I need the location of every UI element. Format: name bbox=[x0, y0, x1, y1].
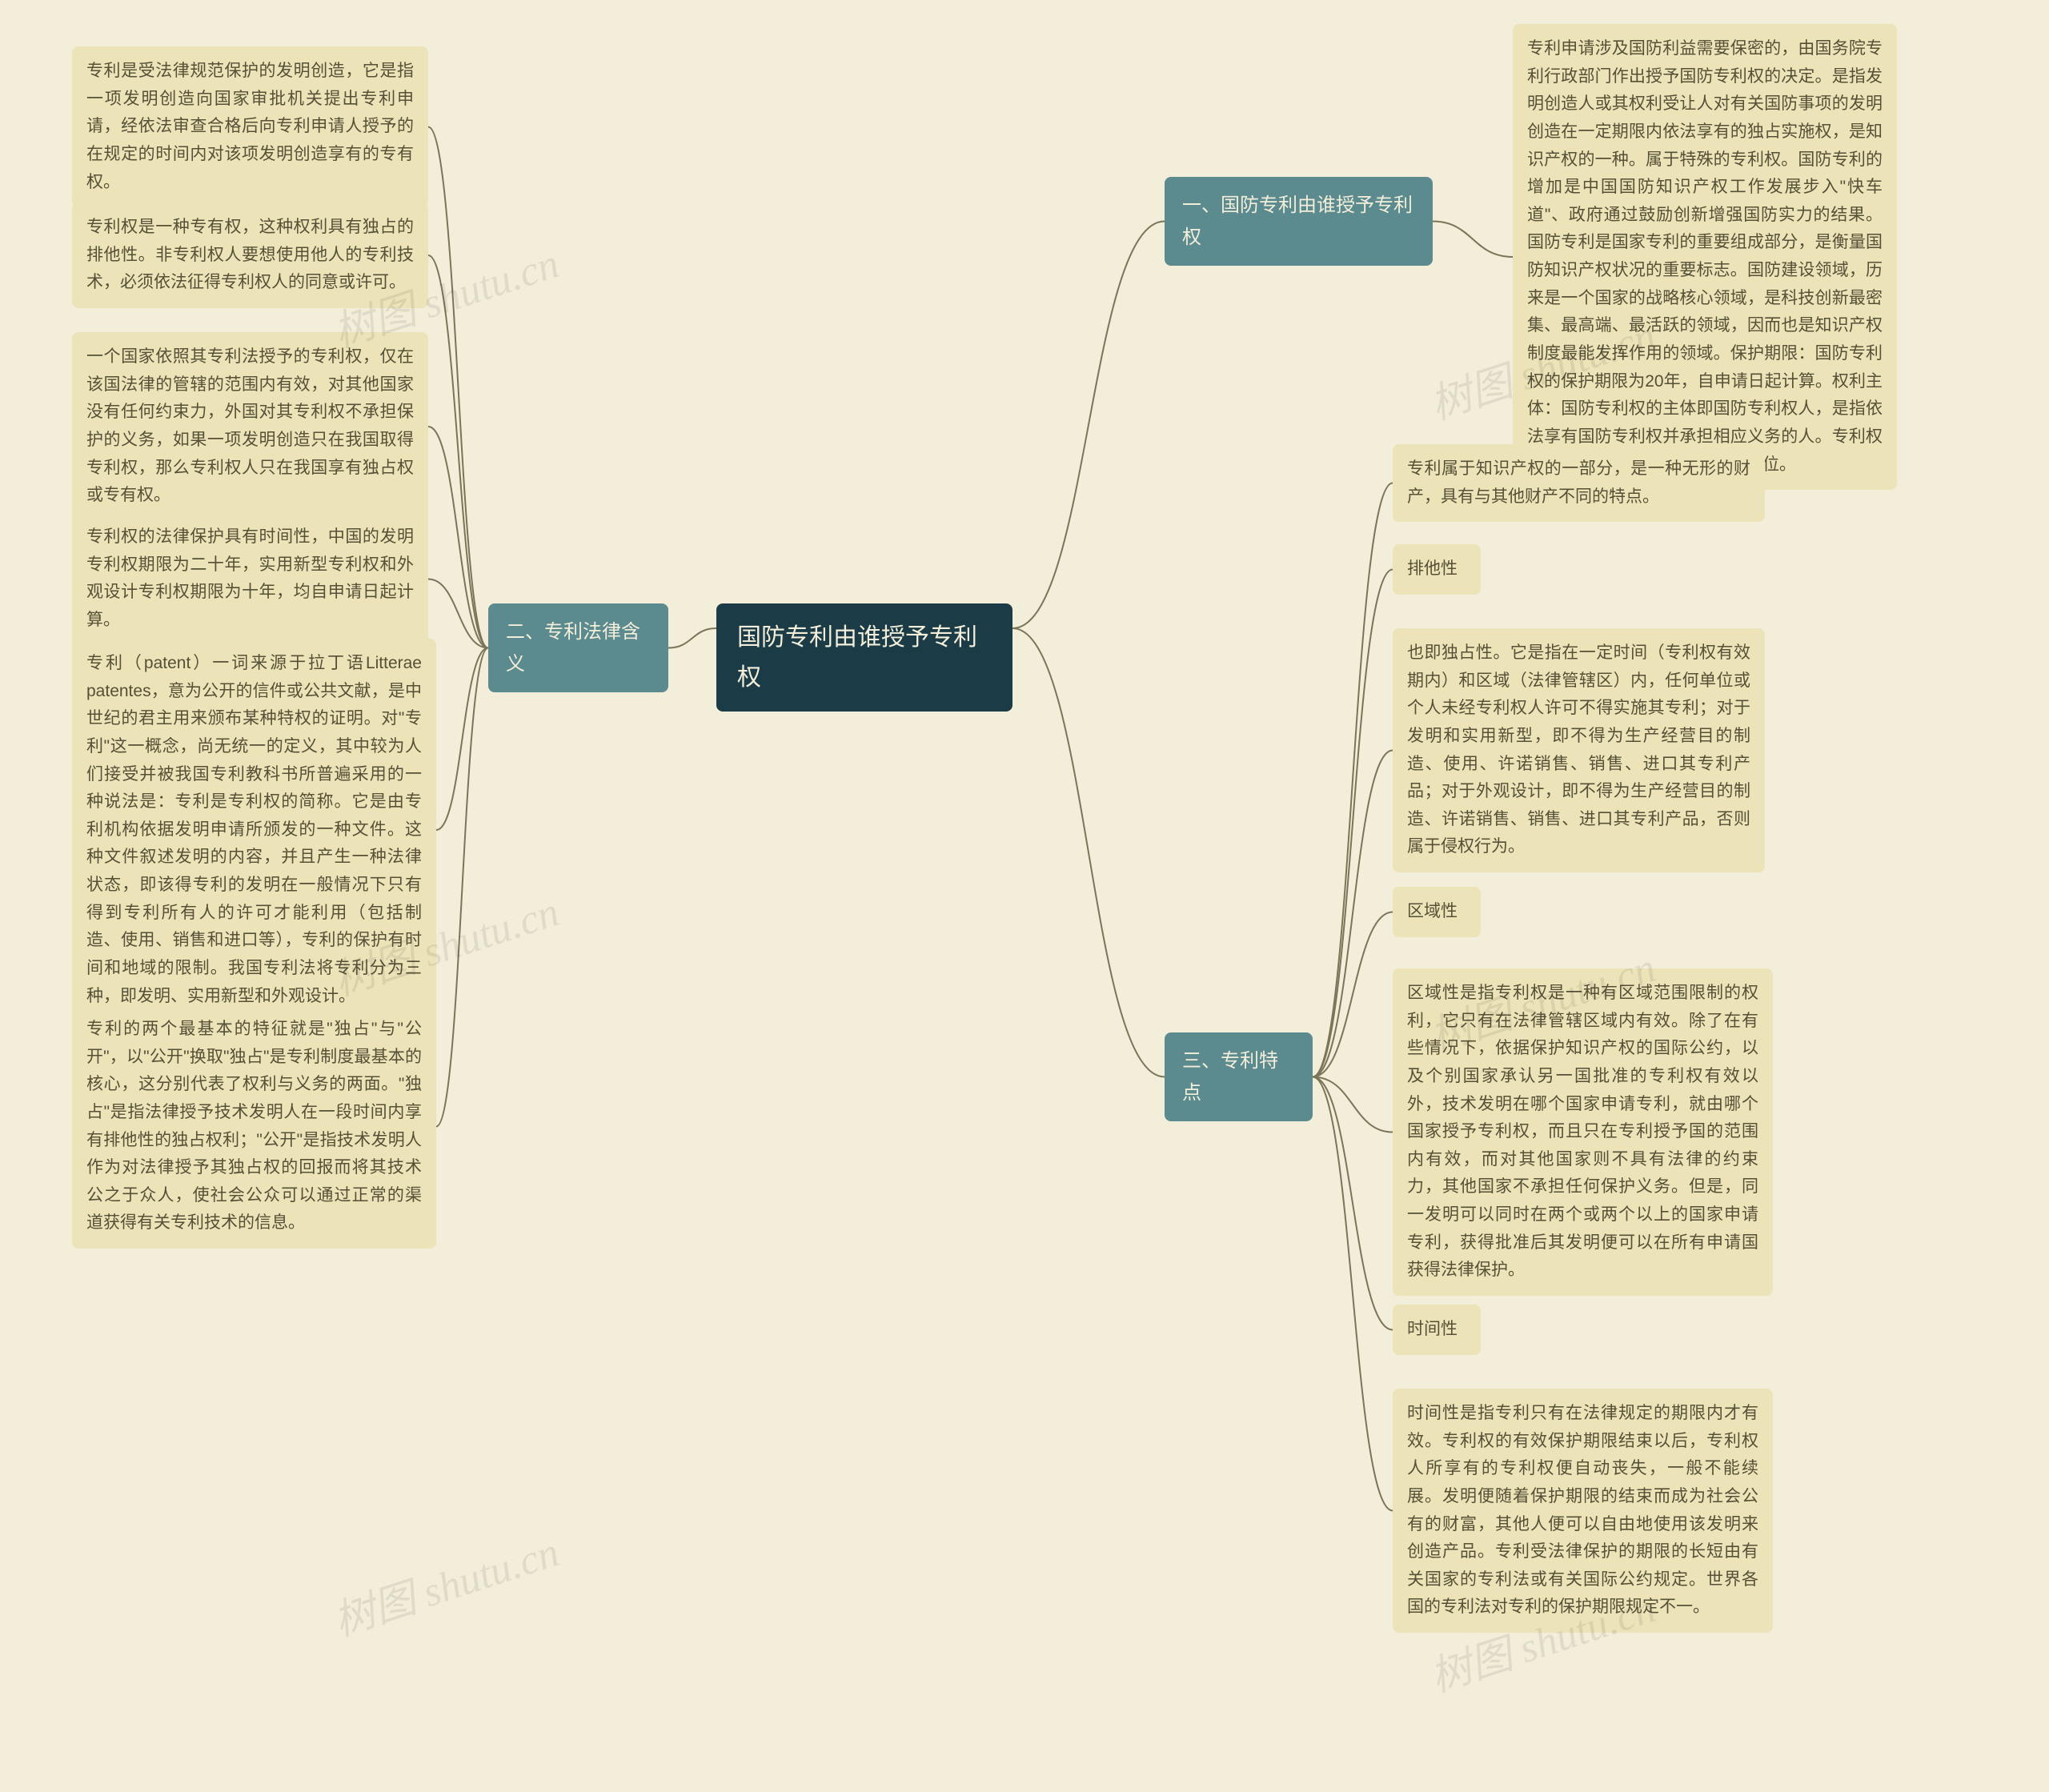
leaf-b3l2-label: 排他性 bbox=[1407, 555, 1458, 583]
leaf-b1l1-label: 专利申请涉及国防利益需要保密的，由国务院专利行政部门作出授予国防专利权的决定。是… bbox=[1527, 35, 1883, 479]
leaf-b3l3-label: 也即独占性。它是指在一定时间（专利权有效期内）和区域（法律管辖区）内，任何单位或… bbox=[1407, 639, 1750, 861]
branch-b3-label: 三、专利特点 bbox=[1182, 1045, 1295, 1108]
root-node-label: 国防专利由谁授予专利权 bbox=[737, 618, 992, 697]
branch-b3[interactable]: 三、专利特点 bbox=[1165, 1032, 1313, 1121]
leaf-b2l2[interactable]: 专利权是一种专有权，这种权利具有独占的排他性。非专利权人要想使用他人的专利技术，… bbox=[72, 202, 428, 308]
leaf-b2l3[interactable]: 一个国家依照其专利法授予的专利权，仅在该国法律的管辖的范围内有效，对其他国家没有… bbox=[72, 332, 428, 521]
branch-b2[interactable]: 二、专利法律含义 bbox=[488, 603, 668, 692]
leaf-b2l5[interactable]: 专利（patent）一词来源于拉丁语Litterae patentes，意为公开… bbox=[72, 639, 436, 1021]
leaf-b1l1[interactable]: 专利申请涉及国防利益需要保密的，由国务院专利行政部门作出授予国防专利权的决定。是… bbox=[1513, 24, 1897, 490]
leaf-b3l4[interactable]: 区域性 bbox=[1393, 887, 1481, 937]
leaf-b2l1[interactable]: 专利是受法律规范保护的发明创造，它是指一项发明创造向国家审批机关提出专利申请，经… bbox=[72, 46, 428, 207]
leaf-b3l5[interactable]: 区域性是指专利权是一种有区域范围限制的权利，它只有在法律管辖区域内有效。除了在有… bbox=[1393, 968, 1773, 1296]
leaf-b2l6-label: 专利的两个最基本的特征就是"独占"与"公开"，以"公开"换取"独占"是专利制度最… bbox=[86, 1016, 422, 1237]
leaf-b2l4-label: 专利权的法律保护具有时间性，中国的发明专利权期限为二十年，实用新型专利权和外观设… bbox=[86, 523, 414, 635]
leaf-b3l1[interactable]: 专利属于知识产权的一部分，是一种无形的财产，具有与其他财产不同的特点。 bbox=[1393, 444, 1765, 522]
leaf-b2l6[interactable]: 专利的两个最基本的特征就是"独占"与"公开"，以"公开"换取"独占"是专利制度最… bbox=[72, 1004, 436, 1249]
branch-b2-label: 二、专利法律含义 bbox=[506, 616, 651, 680]
leaf-b2l4[interactable]: 专利权的法律保护具有时间性，中国的发明专利权期限为二十年，实用新型专利权和外观设… bbox=[72, 512, 428, 646]
leaf-b3l1-label: 专利属于知识产权的一部分，是一种无形的财产，具有与其他财产不同的特点。 bbox=[1407, 455, 1750, 511]
leaf-b3l6[interactable]: 时间性 bbox=[1393, 1305, 1481, 1355]
leaf-b2l5-label: 专利（patent）一词来源于拉丁语Litterae patentes，意为公开… bbox=[86, 650, 422, 1010]
leaf-b3l7[interactable]: 时间性是指专利只有在法律规定的期限内才有效。专利权的有效保护期限结束以后，专利权… bbox=[1393, 1389, 1773, 1633]
leaf-b3l2[interactable]: 排他性 bbox=[1393, 544, 1481, 595]
root-node[interactable]: 国防专利由谁授予专利权 bbox=[716, 603, 1012, 712]
leaf-b2l3-label: 一个国家依照其专利法授予的专利权，仅在该国法律的管辖的范围内有效，对其他国家没有… bbox=[86, 343, 414, 510]
leaf-b3l5-label: 区域性是指专利权是一种有区域范围限制的权利，它只有在法律管辖区域内有效。除了在有… bbox=[1407, 980, 1758, 1285]
branch-b1-label: 一、国防专利由谁授予专利权 bbox=[1182, 190, 1415, 253]
branch-b1[interactable]: 一、国防专利由谁授予专利权 bbox=[1165, 177, 1433, 266]
leaf-b3l6-label: 时间性 bbox=[1407, 1316, 1458, 1344]
leaf-b2l2-label: 专利权是一种专有权，这种权利具有独占的排他性。非专利权人要想使用他人的专利技术，… bbox=[86, 214, 414, 297]
leaf-b3l4-label: 区域性 bbox=[1407, 898, 1458, 926]
leaf-b3l3[interactable]: 也即独占性。它是指在一定时间（专利权有效期内）和区域（法律管辖区）内，任何单位或… bbox=[1393, 628, 1765, 872]
leaf-b2l1-label: 专利是受法律规范保护的发明创造，它是指一项发明创造向国家审批机关提出专利申请，经… bbox=[86, 58, 414, 196]
leaf-b3l7-label: 时间性是指专利只有在法律规定的期限内才有效。专利权的有效保护期限结束以后，专利权… bbox=[1407, 1400, 1758, 1622]
